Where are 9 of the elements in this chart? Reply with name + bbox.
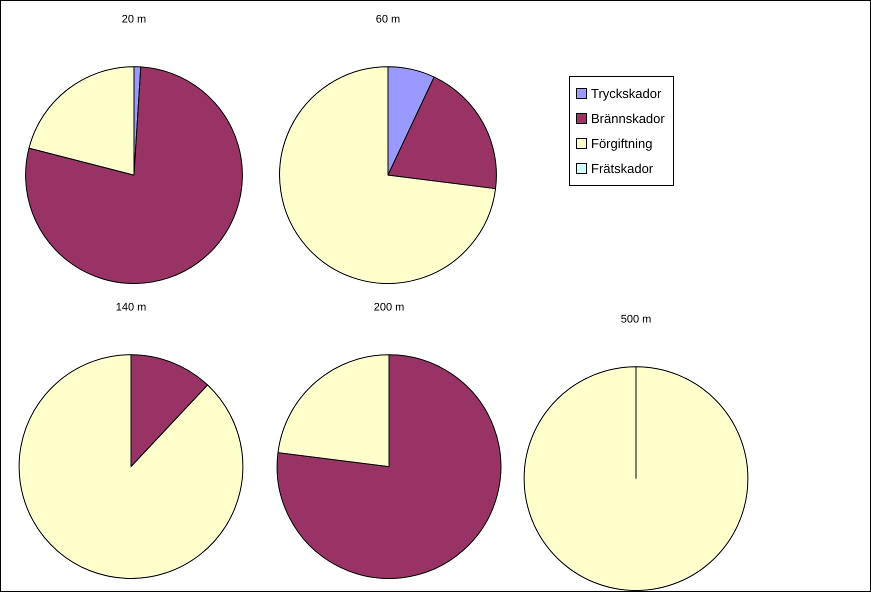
- legend-label: Brännskador: [591, 111, 665, 126]
- chart-title: 140 m: [116, 302, 146, 314]
- legend-label: Frätskador: [591, 161, 654, 176]
- chart-title: 20 m: [122, 14, 146, 26]
- chart-title: 500 m: [620, 314, 652, 326]
- chart-title: 60 m: [376, 14, 400, 26]
- legend-label: Tryckskador: [591, 86, 662, 101]
- legend-label: Förgiftning: [591, 136, 652, 151]
- chart-title: 200 m: [374, 302, 404, 314]
